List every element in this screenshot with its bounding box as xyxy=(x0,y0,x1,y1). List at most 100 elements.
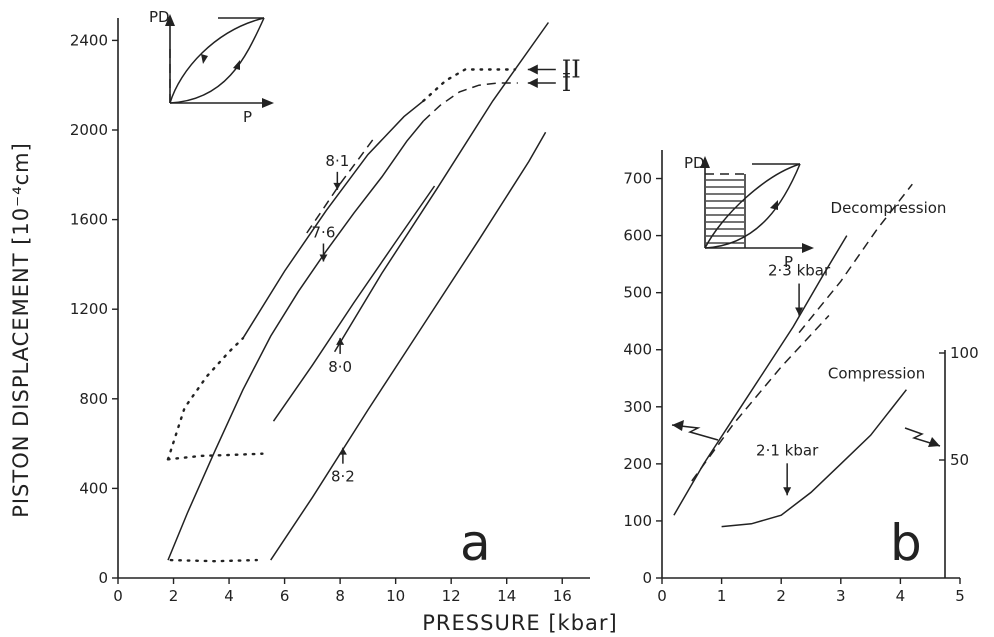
panel-a-series-2 xyxy=(242,100,424,339)
panel-a-y-tick-label: 800 xyxy=(79,390,108,408)
panel-a-annotation: 8·2 xyxy=(331,468,355,486)
panel-a-x-tick-label: 0 xyxy=(113,587,123,605)
panel-b-right-y-ticks: 50 100 xyxy=(939,344,979,469)
panel-a-annotations: III 8·1 7·6 8·0 8·2 xyxy=(312,56,581,486)
panel-a-x-tick-label: 16 xyxy=(553,587,572,605)
panel-a-series-0 xyxy=(167,120,424,561)
panel-a-series-9 xyxy=(333,22,550,353)
panel-a-annotation: 7·6 xyxy=(312,224,336,242)
panel-b-y-tick-label: 200 xyxy=(623,455,652,473)
panel-a-y-tick-label: 2400 xyxy=(70,31,108,49)
panel-b-y-tick-label: 700 xyxy=(623,170,652,188)
panel-b: 0 1 2 3 4 5 0 100 200 300 400 500 600 700 50 100 2·3 … xyxy=(623,150,979,605)
panel-b-series-1 xyxy=(798,183,913,334)
panel-a-x-tick-label: 8 xyxy=(335,587,345,605)
panel-b-x-ticks: 0 1 2 3 4 5 xyxy=(657,578,965,605)
inset-a-loop-lower xyxy=(169,17,265,104)
inset-a-p-label: P xyxy=(243,108,252,126)
panel-a-y-tick-label: 1600 xyxy=(70,211,108,229)
panel-b-x-tick-label: 1 xyxy=(717,587,727,605)
panel-b-annotation: Decompression xyxy=(831,199,947,217)
inset-a-arrow-down xyxy=(201,54,208,64)
panel-b-annotation: 2·3 kbar xyxy=(768,262,831,280)
panel-a-x-tick-label: 12 xyxy=(442,587,461,605)
panel-b-series-3 xyxy=(691,314,830,482)
panel-b-y-tick-label: 600 xyxy=(623,227,652,245)
panel-a-series-10 xyxy=(306,138,375,234)
panel-a-annotation-arrowhead xyxy=(319,254,328,262)
panel-b-annotation: 2·1 kbar xyxy=(756,441,819,459)
curve-marker-label-I: I xyxy=(562,69,571,97)
panel-b-right-tick-label: 100 xyxy=(950,344,979,362)
panel-a-series-1 xyxy=(422,82,518,122)
panel-a-y-ticks: 0 400 800 1200 1600 2000 2400 xyxy=(70,31,118,587)
panel-a-x-tick-label: 4 xyxy=(224,587,234,605)
curve-marker-arrowhead-II xyxy=(527,64,538,75)
panel-a-series-7 xyxy=(270,131,547,561)
panel-a-annotation: 8·1 xyxy=(325,152,349,170)
panel-b-x-tick-label: 2 xyxy=(776,587,786,605)
panel-a-x-ticks: 0 2 4 6 8 10 12 14 16 xyxy=(113,578,572,605)
panel-b-y-tick-label: 300 xyxy=(623,398,652,416)
panel-b-annotation: Compression xyxy=(828,364,925,382)
panel-a-series-4 xyxy=(166,337,245,461)
panel-a-annotation-arrowhead xyxy=(336,337,345,345)
panel-a: 0 2 4 6 8 10 12 14 16 0 400 800 1200 1600 2000 2400 II… xyxy=(9,8,617,635)
panel-a-y-tick-label: 0 xyxy=(98,569,108,587)
panel-a-annotation-arrowhead xyxy=(338,447,347,455)
inset-a-x-arrowhead xyxy=(262,98,274,108)
panel-a-x-tick-label: 14 xyxy=(497,587,516,605)
panel-a-y-tick-label: 2000 xyxy=(70,121,108,139)
inset-b-arrow-up xyxy=(770,200,778,210)
inset-a-arrow-up xyxy=(233,60,240,70)
inset-b-p-label: P xyxy=(784,253,793,271)
panel-a-curves xyxy=(166,22,550,563)
inset-b-x-arrowhead xyxy=(802,243,814,253)
panel-a-annotation: 8·0 xyxy=(328,358,352,376)
panel-b-annotation-arrowhead xyxy=(795,307,804,316)
panel-a-y-label: PISTON DISPLACEMENT [10⁻⁴cm] xyxy=(9,142,33,518)
panel-b-annotation-arrowhead xyxy=(783,487,792,496)
inset-b-loop-lower xyxy=(704,163,801,249)
panel-a-series-8 xyxy=(169,558,258,563)
curve-marker-arrowhead-I xyxy=(527,77,538,88)
panel-a-x-label: PRESSURE [kbar] xyxy=(422,611,617,635)
panel-a-series-6 xyxy=(272,185,436,422)
panel-b-right-tick-label: 50 xyxy=(950,451,969,469)
panel-b-curves xyxy=(673,183,913,528)
panel-a-x-tick-label: 6 xyxy=(280,587,290,605)
panel-a-inset: PD P xyxy=(149,8,274,126)
right-axis-pointer-arrow xyxy=(904,427,941,447)
panel-b-annotations: 2·3 kbar 2·1 kbar Decompression Compression xyxy=(756,199,946,496)
panel-a-series-3 xyxy=(422,68,517,103)
panel-b-x-tick-label: 3 xyxy=(836,587,846,605)
inset-b-loop-upper xyxy=(704,163,801,249)
inset-a-y-arrowhead xyxy=(165,14,175,26)
panel-a-series-5 xyxy=(166,452,264,461)
panel-b-x-tick-label: 0 xyxy=(657,587,667,605)
panel-a-x-tick-label: 2 xyxy=(169,587,179,605)
left-axis-pointer-head xyxy=(672,420,684,431)
inset-a-pd-label: PD xyxy=(149,8,170,26)
panel-b-letter: b xyxy=(890,514,922,572)
panel-b-x-tick-label: 4 xyxy=(896,587,906,605)
inset-b-hatching xyxy=(706,179,744,244)
panel-a-annotation-arrowhead xyxy=(333,182,342,190)
panel-b-y-tick-label: 400 xyxy=(623,341,652,359)
inset-a-loop-upper xyxy=(169,17,265,104)
panel-b-y-tick-label: 100 xyxy=(623,512,652,530)
panel-b-x-tick-label: 5 xyxy=(955,587,965,605)
panel-a-y-tick-label: 400 xyxy=(79,479,108,497)
panel-a-letter: a xyxy=(460,514,491,572)
right-axis-pointer-head xyxy=(928,437,940,447)
panel-a-y-tick-label: 1200 xyxy=(70,300,108,318)
panel-b-y-tick-label: 0 xyxy=(642,569,652,587)
panel-b-inset: PD P xyxy=(684,154,814,271)
panel-b-y-ticks: 0 100 200 300 400 500 600 700 xyxy=(623,170,662,587)
left-axis-pointer-arrow xyxy=(671,424,719,441)
panel-b-series-2 xyxy=(721,389,907,528)
panel-b-y-tick-label: 500 xyxy=(623,284,652,302)
inset-b-pd-label: PD xyxy=(684,154,705,172)
inset-b-y-arrowhead xyxy=(700,156,710,168)
